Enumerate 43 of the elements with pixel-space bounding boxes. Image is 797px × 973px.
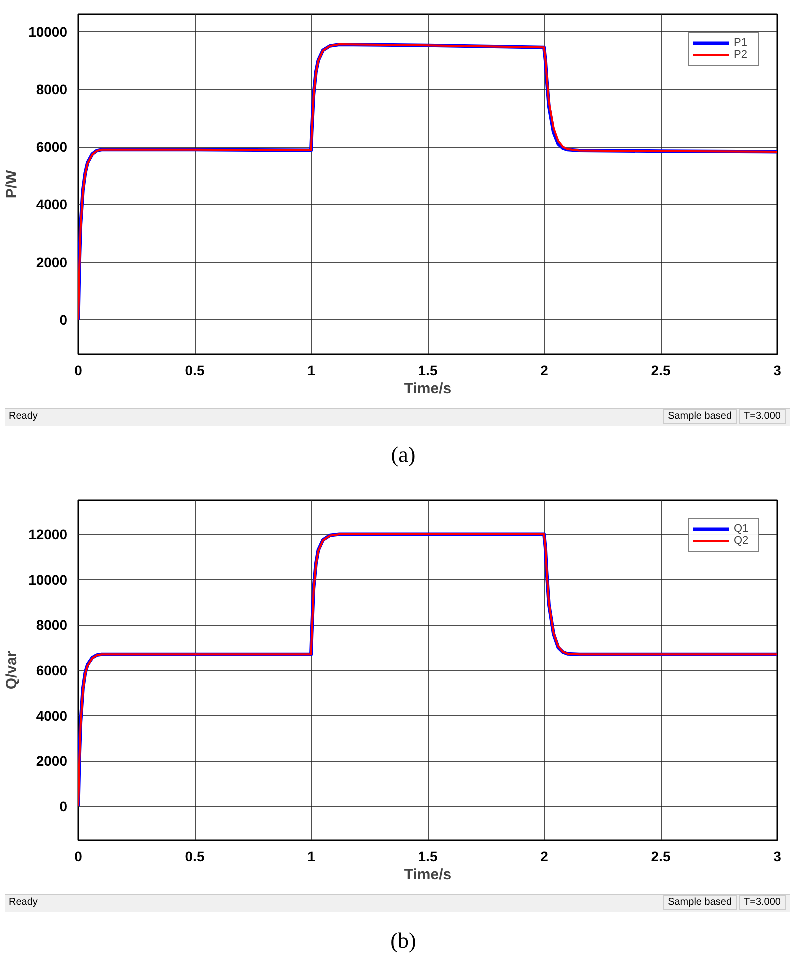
y-tick-label: 10000 bbox=[28, 572, 68, 588]
text: Ready bbox=[9, 410, 38, 424]
y-tick-label: 10000 bbox=[28, 24, 68, 40]
x-tick-label: 2.5 bbox=[651, 848, 671, 864]
text: (b) bbox=[390, 927, 418, 955]
y-axis-title: Q/var bbox=[4, 651, 21, 690]
x-tick-label: 2.5 bbox=[651, 362, 671, 378]
text: Sample based bbox=[663, 895, 738, 910]
legend-label: Q1 bbox=[734, 523, 750, 535]
y-tick-label: 0 bbox=[60, 798, 68, 814]
x-tick-label: 1.5 bbox=[418, 848, 438, 864]
y-tick-label: 6000 bbox=[36, 662, 68, 678]
x-tick-label: 1 bbox=[308, 848, 316, 864]
text: (a) bbox=[390, 441, 417, 469]
y-tick-label: 0 bbox=[60, 312, 68, 328]
y-tick-label: 8000 bbox=[36, 617, 68, 634]
text: Sample based bbox=[663, 409, 738, 424]
x-tick-label: 0 bbox=[74, 848, 83, 864]
text: T=3.000 bbox=[739, 895, 786, 910]
y-tick-label: 8000 bbox=[36, 81, 68, 98]
y-tick-label: 4000 bbox=[36, 196, 68, 213]
x-axis-title: Time/s bbox=[404, 866, 452, 884]
x-axis-title: Time/s bbox=[404, 380, 452, 398]
legend-label: P2 bbox=[734, 49, 748, 61]
x-tick-label: 3 bbox=[774, 848, 782, 864]
x-tick-label: 2 bbox=[540, 848, 549, 864]
text: Ready bbox=[9, 896, 38, 910]
x-tick-label: 2 bbox=[540, 362, 549, 378]
y-tick-label: 12000 bbox=[28, 526, 68, 542]
x-tick-label: 0.5 bbox=[185, 362, 205, 378]
y-tick-label: 4000 bbox=[36, 708, 68, 724]
y-tick-label: 6000 bbox=[36, 139, 68, 156]
legend-label: Q2 bbox=[734, 535, 750, 547]
x-tick-label: 0.5 bbox=[185, 848, 205, 864]
y-tick-label: 2000 bbox=[36, 753, 68, 770]
x-tick-label: 1.5 bbox=[418, 362, 438, 378]
y-axis-title: P/W bbox=[4, 169, 21, 199]
legend-label: P1 bbox=[734, 37, 748, 49]
x-tick-label: 3 bbox=[774, 362, 782, 378]
text: T=3.000 bbox=[739, 409, 786, 424]
y-tick-label: 2000 bbox=[36, 254, 68, 270]
x-tick-label: 1 bbox=[308, 362, 316, 378]
x-tick-label: 0 bbox=[74, 362, 83, 378]
